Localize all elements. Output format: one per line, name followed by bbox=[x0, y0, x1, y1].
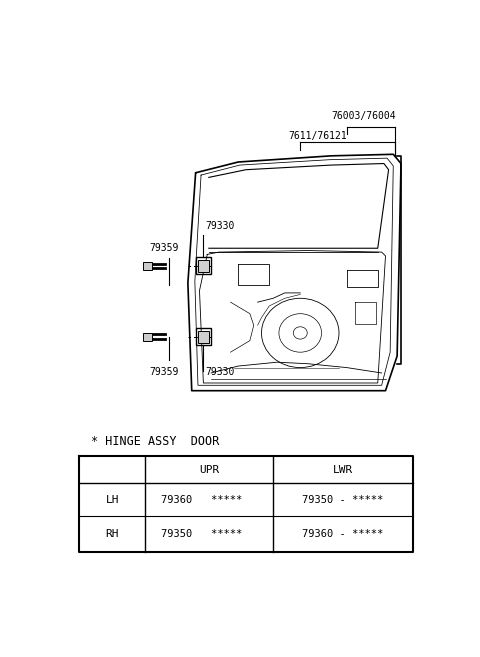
Text: 79330: 79330 bbox=[205, 221, 234, 231]
Text: 79359: 79359 bbox=[149, 242, 179, 252]
Bar bbox=[198, 260, 209, 272]
Bar bbox=[196, 328, 211, 346]
Text: 79330: 79330 bbox=[205, 367, 234, 377]
Text: 79360   *****: 79360 ***** bbox=[161, 495, 242, 505]
Text: 79360 - *****: 79360 - ***** bbox=[302, 530, 384, 539]
Bar bbox=[198, 330, 209, 343]
Text: LH: LH bbox=[106, 495, 119, 505]
Text: 79350 - *****: 79350 - ***** bbox=[302, 495, 384, 505]
Bar bbox=[143, 333, 152, 340]
Bar bbox=[143, 262, 152, 270]
Text: UPR: UPR bbox=[199, 464, 219, 474]
Text: 79359: 79359 bbox=[149, 367, 179, 377]
Text: RH: RH bbox=[106, 530, 119, 539]
Text: LWR: LWR bbox=[333, 464, 353, 474]
Text: * HINGE ASSY  DOOR: * HINGE ASSY DOOR bbox=[91, 434, 219, 447]
Text: 7611/76121: 7611/76121 bbox=[288, 131, 348, 141]
Text: 76003/76004: 76003/76004 bbox=[331, 111, 396, 121]
Text: 79350   *****: 79350 ***** bbox=[161, 530, 242, 539]
Bar bbox=[196, 258, 211, 275]
